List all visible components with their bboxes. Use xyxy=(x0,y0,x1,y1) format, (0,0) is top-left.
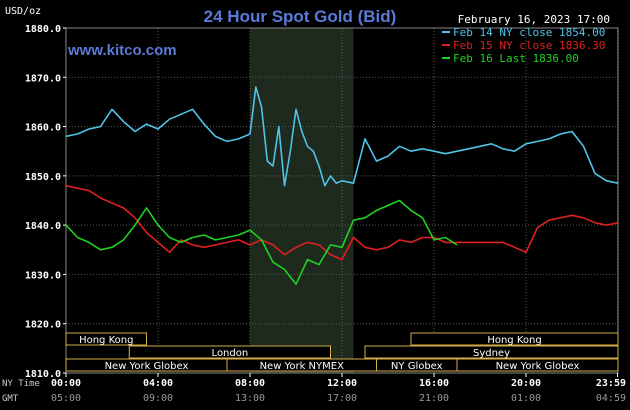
session-label: New York Globex xyxy=(105,361,189,372)
session-label: New York Globex xyxy=(496,361,580,372)
nymex-shaded-region xyxy=(250,28,354,373)
series-line-2 xyxy=(65,199,458,286)
x-tick-label: 04:59 xyxy=(596,393,626,404)
legend-entry: Feb 14 NY close 1854.00 xyxy=(453,26,605,39)
y-tick-label: 1850.0 xyxy=(25,172,61,183)
website-label: www.kitco.com xyxy=(67,42,177,59)
session-box xyxy=(128,345,331,359)
legend-entry: Feb 16 Last 1836.00 xyxy=(453,52,579,65)
y-tick-label: 1820.0 xyxy=(25,320,61,331)
x-tick-label: 09:00 xyxy=(143,393,173,404)
session-box xyxy=(65,332,147,346)
session-label: New York NYMEX xyxy=(260,361,345,372)
chart-title: 24 Hour Spot Gold (Bid) xyxy=(204,7,397,26)
x-axis-row-label: NY Time xyxy=(2,379,40,389)
session-label: Hong Kong xyxy=(79,335,133,346)
session-label: NY Globex xyxy=(391,361,443,372)
y-tick-label: 1830.0 xyxy=(25,270,61,281)
x-axis-row-label: GMT xyxy=(2,394,19,404)
legend-entry: Feb 15 NY close 1836.30 xyxy=(453,39,605,52)
x-tick-label: 17:00 xyxy=(327,393,357,404)
x-tick-label: 21:00 xyxy=(419,393,449,404)
market-sessions: Hong Kong Hong Kong London Sydney New York G… xyxy=(65,332,619,372)
x-tick-label: 12:00 xyxy=(327,378,357,389)
y-axis: 1880.0 1870.0 1860.0 1850.0 1840.0 1830.0 1820… xyxy=(25,24,66,380)
x-tick-label: 05:00 xyxy=(51,393,81,404)
y-tick-label: 1880.0 xyxy=(25,24,61,35)
x-tick-label: 00:00 xyxy=(51,378,81,389)
date-label: February 16, 2023 17:00 xyxy=(458,13,610,26)
x-tick-label: 20:00 xyxy=(511,378,541,389)
x-tick-label: 08:00 xyxy=(235,378,265,389)
series-line-0 xyxy=(65,86,619,187)
y-tick-label: 1870.0 xyxy=(25,73,61,84)
x-tick-label: 13:00 xyxy=(235,393,265,404)
session-box xyxy=(456,358,619,372)
session-box xyxy=(364,345,619,359)
y-axis-unit-label: USD/oz xyxy=(5,6,41,17)
y-tick-label: 1810.0 xyxy=(25,369,61,380)
x-tick-label: 16:00 xyxy=(419,378,449,389)
x-tick-label: 04:00 xyxy=(143,378,173,389)
x-axis: NY Time 00:00 04:00 08:00 12:00 16:00 20:00 23:… xyxy=(2,373,626,404)
series-line-1 xyxy=(65,184,619,261)
x-tick-label: 01:00 xyxy=(511,393,541,404)
session-box xyxy=(410,332,619,346)
session-label: Hong Kong xyxy=(487,335,541,346)
x-tick-label: 23:59 xyxy=(596,378,626,389)
y-tick-label: 1840.0 xyxy=(25,221,61,232)
session-label: London xyxy=(212,348,249,359)
price-lines xyxy=(65,86,619,286)
session-label: Sydney xyxy=(473,348,510,359)
y-tick-label: 1860.0 xyxy=(25,123,61,134)
